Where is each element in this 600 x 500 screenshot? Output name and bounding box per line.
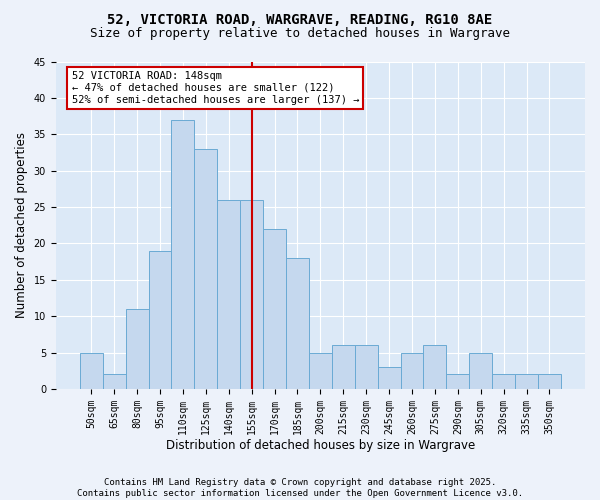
Bar — [194, 149, 217, 389]
Text: Size of property relative to detached houses in Wargrave: Size of property relative to detached ho… — [90, 28, 510, 40]
Bar — [286, 258, 309, 389]
Bar — [149, 250, 172, 389]
Text: 52 VICTORIA ROAD: 148sqm
← 47% of detached houses are smaller (122)
52% of semi-: 52 VICTORIA ROAD: 148sqm ← 47% of detach… — [71, 72, 359, 104]
Bar — [492, 374, 515, 389]
Bar — [332, 346, 355, 389]
Bar — [538, 374, 561, 389]
Bar — [309, 352, 332, 389]
X-axis label: Distribution of detached houses by size in Wargrave: Distribution of detached houses by size … — [166, 440, 475, 452]
Text: 52, VICTORIA ROAD, WARGRAVE, READING, RG10 8AE: 52, VICTORIA ROAD, WARGRAVE, READING, RG… — [107, 12, 493, 26]
Bar — [80, 352, 103, 389]
Bar — [263, 229, 286, 389]
Bar — [401, 352, 424, 389]
Bar — [103, 374, 125, 389]
Bar — [172, 120, 194, 389]
Text: Contains HM Land Registry data © Crown copyright and database right 2025.
Contai: Contains HM Land Registry data © Crown c… — [77, 478, 523, 498]
Bar — [125, 309, 149, 389]
Bar — [355, 346, 377, 389]
Bar — [217, 200, 240, 389]
Y-axis label: Number of detached properties: Number of detached properties — [15, 132, 28, 318]
Bar — [377, 367, 401, 389]
Bar — [515, 374, 538, 389]
Bar — [424, 346, 446, 389]
Bar — [446, 374, 469, 389]
Bar — [240, 200, 263, 389]
Bar — [469, 352, 492, 389]
